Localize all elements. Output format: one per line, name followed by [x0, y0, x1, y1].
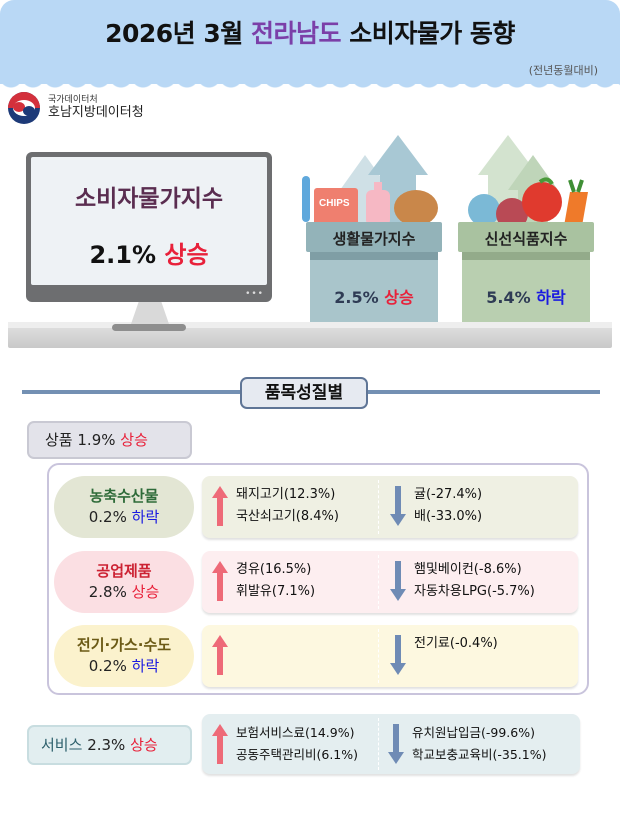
living-price-index-box: 생활물가지수 2.5% 상승: [306, 222, 442, 330]
living-index-label: 생활물가지수: [332, 230, 416, 248]
monitor-stand: [131, 302, 169, 324]
services-label: 서비스: [41, 736, 83, 754]
bread-icon: [394, 190, 438, 226]
category-row-industrial: 공업제품 2.8% 상승 경유(16.5%) 휘발유(7.1%) 햄및베이컨(-…: [54, 551, 580, 613]
carrot-icon: [564, 192, 588, 226]
monitor-base: [112, 324, 186, 331]
arrow-up-icon: [212, 561, 228, 601]
fresh-index-value: 5.4% 하락: [486, 288, 566, 307]
category-row-utilities: 전기·가스·수도 0.2% 하락 전기료(-0.4%): [54, 625, 580, 687]
taegeuk-emblem-icon: [8, 92, 40, 124]
toothbrush-icon: [302, 176, 310, 222]
monitor-screen: 소비자물가지수 2.1% 상승: [31, 157, 267, 285]
monitor-frame: 소비자물가지수 2.1% 상승 •••: [26, 152, 272, 302]
arrow-up-icon: [212, 635, 228, 675]
down-item: 유치원납입금(-99.6%): [412, 725, 535, 740]
down-item: 전기료(-0.4%): [414, 636, 498, 651]
up-item: 공동주택관리비(6.1%): [236, 747, 359, 762]
monitor-dots-icon: •••: [245, 289, 264, 299]
fish-icon: [468, 194, 500, 226]
category-pill: 농축수산물 0.2% 하락: [54, 476, 194, 538]
header-scallop-edge: [0, 76, 620, 92]
section-title: 품목성질별: [240, 377, 368, 409]
goods-category-frame: [47, 463, 589, 695]
services-summary-tag: 서비스 2.3% 상승: [27, 725, 192, 765]
category-pill: 전기·가스·수도 0.2% 하락: [54, 625, 194, 687]
category-name: 전기·가스·수도: [76, 636, 172, 654]
direction-down: 하락: [536, 288, 566, 307]
daily-goods-illustration: CHIPS: [302, 176, 438, 226]
down-item: 배(-33.0%): [414, 509, 483, 524]
direction-down: 하락: [131, 508, 160, 526]
services-value: 2.3%: [87, 736, 126, 754]
direction-up: 상승: [384, 288, 414, 307]
arrow-up-icon: [212, 724, 228, 764]
goods-summary-tag: 상품 1.9% 상승: [27, 421, 192, 459]
direction-up: 상승: [164, 241, 209, 269]
arrow-down-icon: [388, 724, 404, 764]
direction-down: 하락: [131, 657, 160, 675]
direction-up: 상승: [120, 431, 148, 449]
title-date: 2026년 3월: [105, 19, 251, 48]
desk-top-edge: [8, 322, 612, 328]
comparison-basis: (전년동월대비): [528, 64, 598, 77]
agency-parent: 국가데이터처: [48, 95, 98, 106]
direction-up: 상승: [130, 736, 158, 754]
category-name: 공업제품: [96, 562, 152, 580]
arrow-up-icon: [212, 486, 228, 526]
chips-icon: [314, 188, 358, 226]
goods-label: 상품: [45, 431, 73, 449]
cpi-value: 2.1% 상승: [89, 241, 209, 269]
lotion-bottle-icon: [366, 190, 390, 226]
page-title: 2026년 3월 전라남도 소비자물가 동향: [0, 14, 620, 50]
down-item: 귤(-27.4%): [414, 487, 483, 502]
agency-logo: 국가데이터처 호남지방데이터청: [8, 92, 144, 124]
cpi-label: 소비자물가지수: [74, 186, 224, 212]
up-item: 국산쇠고기(8.4%): [236, 509, 339, 524]
arrow-down-icon: [390, 561, 406, 601]
category-pill: 공업제품 2.8% 상승: [54, 551, 194, 613]
apple-icon: [522, 182, 562, 222]
up-item: 돼지고기(12.3%): [236, 487, 336, 502]
fresh-food-index-box: 신선식품지수 5.4% 하락: [458, 222, 594, 330]
fresh-food-illustration: [468, 177, 588, 226]
up-item: 보험서비스료(14.9%): [236, 725, 355, 740]
up-item: 경유(16.5%): [236, 562, 312, 577]
category-detail: 돼지고기(12.3%) 국산쇠고기(8.4%) 귤(-27.4%) 배(-33.…: [202, 476, 578, 538]
direction-up: 상승: [131, 583, 160, 601]
arrow-down-icon: [390, 635, 406, 675]
meat-icon: [496, 198, 528, 226]
services-detail: 보험서비스료(14.9%) 공동주택관리비(6.1%) 유치원납입금(-99.6…: [202, 714, 580, 774]
category-name: 농축수산물: [89, 487, 159, 505]
up-item: 휘발유(7.1%): [236, 584, 316, 599]
agency-name: 호남지방데이터청: [48, 104, 144, 120]
down-item: 햄및베이컨(-8.6%): [414, 562, 522, 577]
down-item: 자동차용LPG(-5.7%): [414, 584, 535, 599]
category-row-agri: 농축수산물 0.2% 하락 돼지고기(12.3%) 국산쇠고기(8.4%) 귤(…: [54, 476, 580, 538]
category-detail: 전기료(-0.4%): [202, 625, 578, 687]
category-detail: 경유(16.5%) 휘발유(7.1%) 햄및베이컨(-8.6%) 자동차용LPG…: [202, 551, 578, 613]
fresh-index-label: 신선식품지수: [484, 230, 568, 248]
down-item: 학교보충교육비(-35.1%): [412, 747, 547, 762]
header-banner: [0, 0, 620, 84]
goods-value: 1.9%: [77, 431, 116, 449]
svg-text:CHIPS: CHIPS: [319, 198, 350, 209]
title-region: 전라남도: [250, 19, 342, 48]
title-topic: 소비자물가 동향: [340, 19, 515, 48]
living-index-value: 2.5% 상승: [334, 288, 414, 307]
arrow-down-icon: [390, 486, 406, 526]
